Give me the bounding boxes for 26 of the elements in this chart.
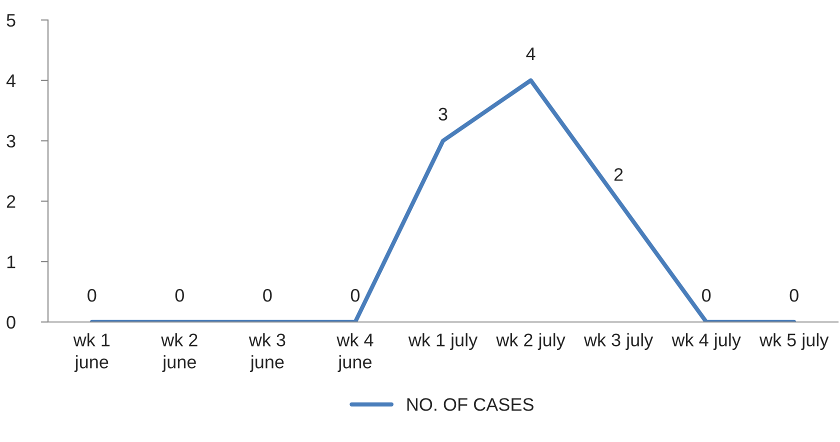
- data-label: 0: [350, 288, 360, 302]
- x-tick-label: wk 4 june: [336, 333, 374, 372]
- line-series: [90, 78, 796, 322]
- data-label: 0: [88, 288, 96, 302]
- y-tick-label: 2: [6, 195, 16, 208]
- x-tick-label: wk 4 july: [672, 333, 741, 350]
- x-tick-label: wk 5 july: [759, 333, 829, 350]
- data-label: 0: [790, 288, 798, 302]
- data-label: 0: [702, 288, 711, 302]
- x-tick-label: wk 3 july: [584, 333, 654, 350]
- y-tick-label: 0: [6, 316, 16, 329]
- x-tick-label: wk 2 june: [161, 333, 198, 372]
- y-tick-label: 4: [6, 74, 16, 87]
- data-label: 0: [175, 288, 184, 302]
- x-tick-label: wk 3 june: [248, 333, 286, 372]
- data-label: 4: [526, 48, 536, 60]
- data-label: 3: [438, 108, 448, 121]
- legend-label: NO. OF CASES: [407, 398, 534, 411]
- x-tick-label: wk 1 july: [408, 333, 478, 350]
- y-tick-label: 1: [7, 256, 16, 268]
- data-label: 0: [263, 288, 272, 302]
- x-tick-label: wk 2 july: [496, 333, 566, 350]
- data-label: 2: [614, 168, 623, 181]
- y-tick-label: 5: [6, 14, 16, 27]
- y-tick-label: 3: [6, 134, 16, 148]
- x-tick-label: wk 1 june: [73, 333, 110, 372]
